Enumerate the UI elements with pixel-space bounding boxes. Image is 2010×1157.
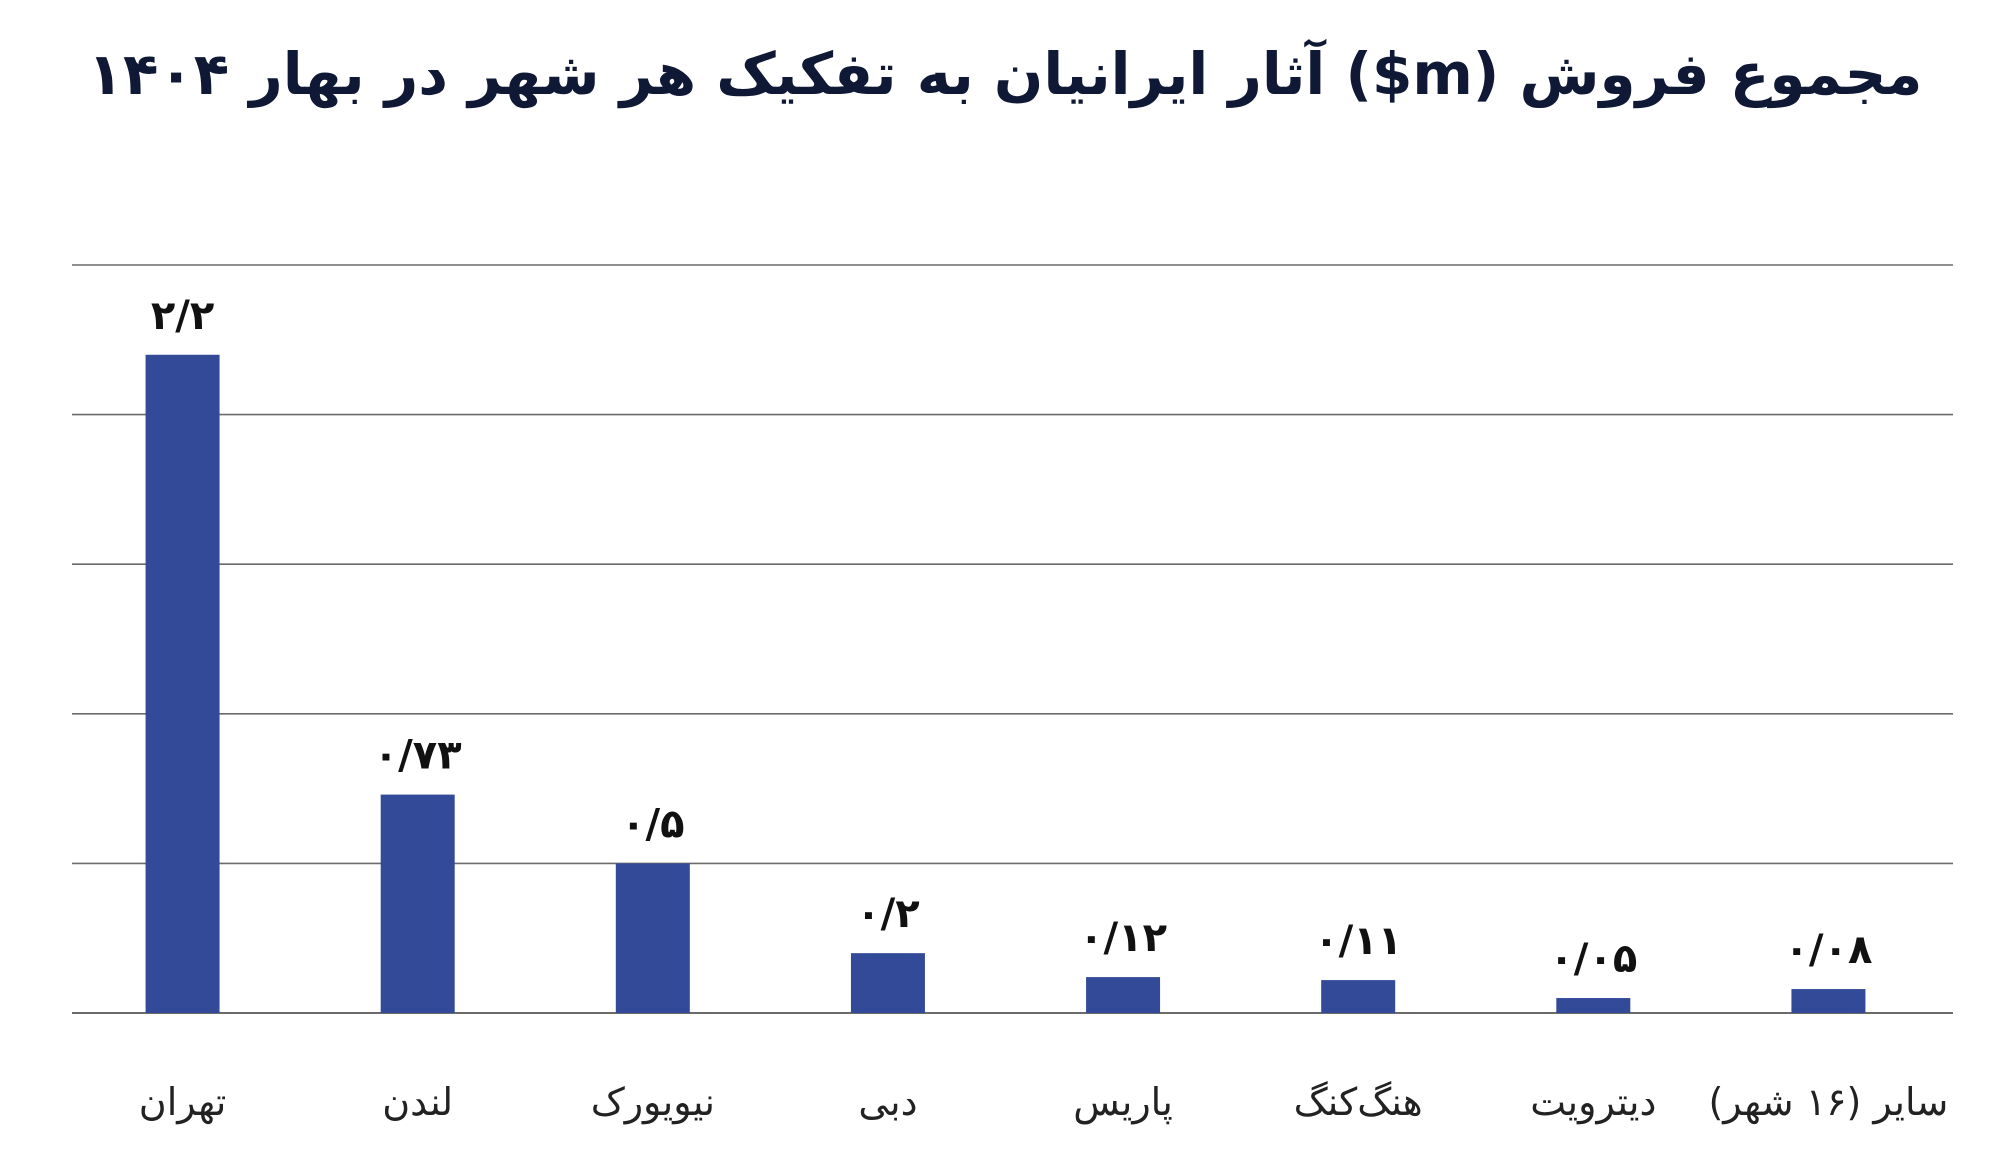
bar bbox=[850, 953, 925, 1013]
category-label: هنگ‌کنگ bbox=[1294, 1080, 1423, 1124]
bar bbox=[1556, 998, 1631, 1013]
category-label: سایر (۱۶ شهر) bbox=[1708, 1080, 1948, 1125]
category-label: دیترویت bbox=[1530, 1080, 1656, 1125]
category-label: لندن bbox=[382, 1080, 453, 1124]
bar bbox=[1321, 980, 1396, 1013]
data-label: ۰/۲ bbox=[856, 891, 919, 937]
chart-title: مجموع فروش (m$) آثار ایرانیان به تفکیک ه… bbox=[87, 40, 1923, 108]
data-label: ۰/۱۱ bbox=[1314, 918, 1402, 964]
data-label: ۰/۷۳ bbox=[374, 733, 462, 779]
bar bbox=[380, 794, 455, 1013]
category-label: دبی bbox=[858, 1080, 917, 1124]
bar bbox=[1791, 989, 1866, 1013]
category-label: تهران bbox=[139, 1080, 227, 1125]
data-label: ۰/۰۸ bbox=[1785, 927, 1873, 973]
data-label: ۰/۵ bbox=[621, 801, 684, 847]
data-label: ۲/۲ bbox=[151, 293, 214, 339]
data-labels: ۲/۲ ۰/۷۳ ۰/۵ ۰/۲ ۰/۱۲ ۰/۱۱ ۰/۰۵ ۰/۰۸ bbox=[151, 293, 1873, 982]
category-label: نیویورک bbox=[591, 1080, 715, 1125]
data-label: ۰/۱۲ bbox=[1079, 915, 1167, 961]
data-label: ۰/۰۵ bbox=[1549, 936, 1637, 982]
gridlines bbox=[72, 264, 1953, 1014]
bar bbox=[615, 863, 690, 1013]
category-label: پاریس bbox=[1073, 1080, 1173, 1124]
bar bbox=[1086, 977, 1161, 1013]
bars bbox=[145, 354, 1866, 1013]
category-labels: تهران لندن نیویورک دبی پاریس هنگ‌کنگ دیترویت سا… bbox=[139, 1080, 1949, 1125]
bar bbox=[145, 354, 220, 1013]
